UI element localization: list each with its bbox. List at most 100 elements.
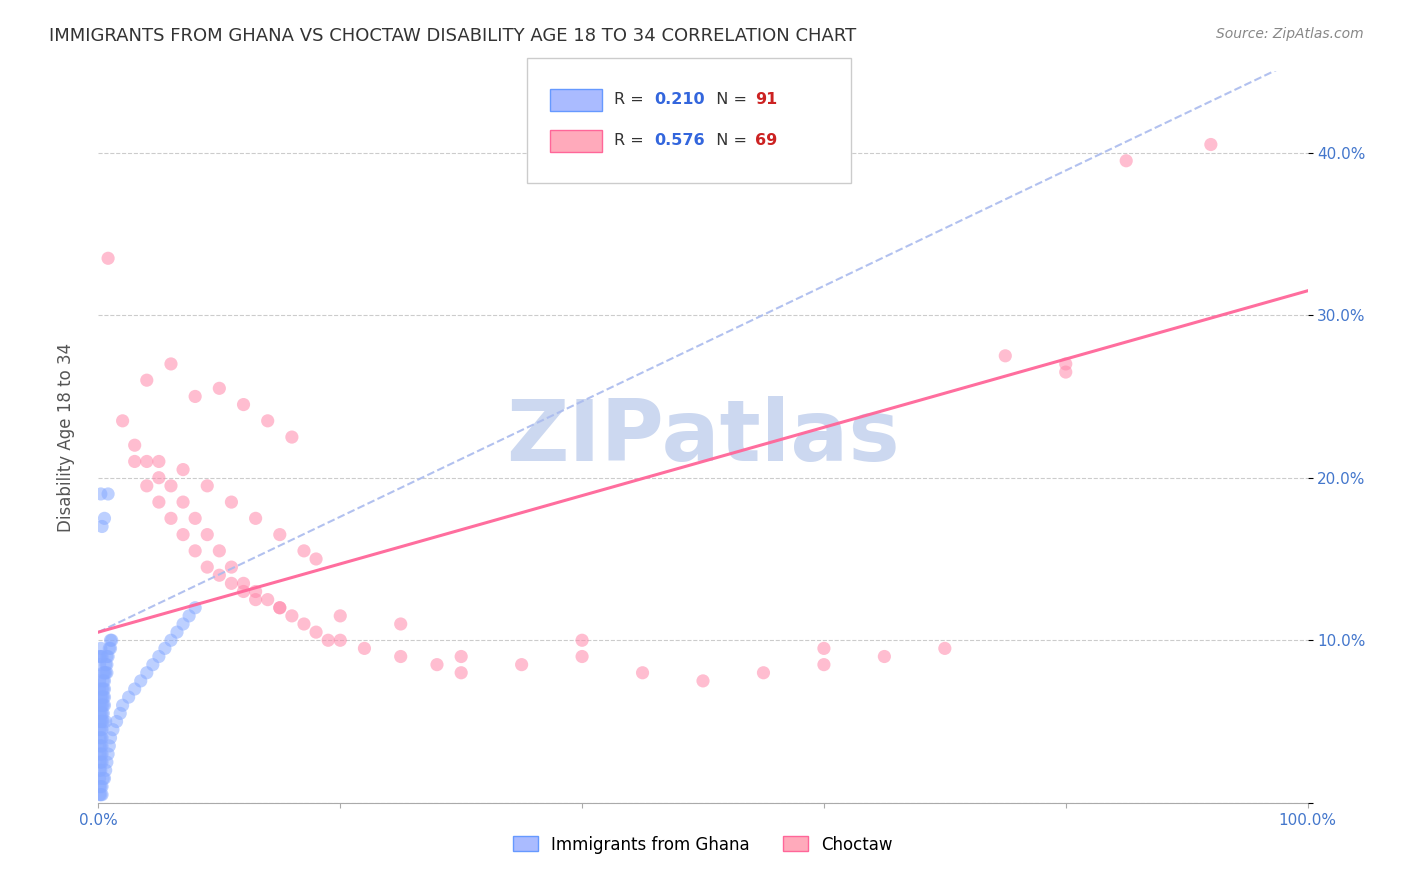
Point: [292, 544, 315, 558]
Point: [160, 479, 183, 493]
Point: [135, 479, 157, 493]
Point: [89, 657, 111, 672]
Point: [89, 723, 111, 737]
Point: [305, 625, 328, 640]
Point: [91, 714, 114, 729]
Point: [91, 731, 114, 745]
Point: [89, 681, 111, 696]
Point: [245, 584, 267, 599]
Point: [934, 641, 956, 656]
Point: [160, 511, 183, 525]
Text: IMMIGRANTS FROM GHANA VS CHOCTAW DISABILITY AGE 18 TO 34 CORRELATION CHART: IMMIGRANTS FROM GHANA VS CHOCTAW DISABIL…: [49, 27, 856, 45]
Point: [91, 747, 114, 761]
Point: [89, 747, 111, 761]
Point: [148, 495, 170, 509]
Point: [195, 479, 218, 493]
Point: [813, 641, 835, 656]
Point: [89, 772, 111, 786]
Point: [172, 462, 194, 476]
Point: [124, 438, 146, 452]
Point: [90, 698, 112, 713]
Point: [135, 454, 157, 468]
Point: [179, 608, 201, 623]
Point: [96, 665, 118, 680]
Point: [571, 633, 593, 648]
Point: [89, 764, 111, 778]
Point: [96, 755, 118, 769]
Point: [195, 527, 218, 541]
Text: 0.576: 0.576: [654, 134, 704, 148]
Point: [108, 706, 131, 721]
Point: [124, 681, 146, 696]
Point: [269, 600, 291, 615]
Point: [129, 673, 152, 688]
Point: [426, 657, 449, 672]
Point: [571, 649, 593, 664]
Point: [96, 657, 118, 672]
Point: [96, 649, 118, 664]
Point: [97, 747, 120, 761]
Point: [90, 649, 112, 664]
Point: [90, 788, 112, 802]
Point: [148, 649, 170, 664]
Point: [97, 649, 120, 664]
Point: [221, 560, 243, 574]
Point: [89, 731, 111, 745]
Text: ZIPatlas: ZIPatlas: [506, 395, 900, 479]
Point: [91, 690, 114, 705]
Text: R =: R =: [614, 134, 650, 148]
Point: [281, 608, 304, 623]
Point: [90, 739, 112, 753]
Point: [91, 772, 114, 786]
Point: [91, 690, 114, 705]
Point: [91, 673, 114, 688]
Point: [305, 552, 328, 566]
Point: [221, 576, 243, 591]
Point: [153, 641, 176, 656]
Point: [93, 673, 115, 688]
Text: R =: R =: [614, 93, 650, 107]
Point: [256, 414, 278, 428]
Point: [90, 764, 112, 778]
Point: [105, 714, 128, 729]
Point: [245, 511, 267, 525]
Point: [93, 698, 115, 713]
Point: [389, 649, 412, 664]
Point: [91, 698, 114, 713]
Point: [148, 454, 170, 468]
Point: [89, 714, 111, 729]
Point: [94, 657, 117, 672]
Point: [184, 544, 207, 558]
Point: [172, 617, 194, 632]
Point: [91, 723, 114, 737]
Point: [100, 633, 122, 648]
Point: [1054, 365, 1077, 379]
Point: [89, 755, 111, 769]
Point: [91, 780, 114, 794]
Point: [389, 617, 412, 632]
Point: [93, 665, 115, 680]
Point: [256, 592, 278, 607]
Text: 0.210: 0.210: [654, 93, 704, 107]
Point: [91, 755, 114, 769]
Point: [281, 430, 304, 444]
Point: [245, 592, 267, 607]
Point: [91, 681, 114, 696]
Point: [97, 252, 120, 266]
Point: [184, 511, 207, 525]
Point: [450, 665, 472, 680]
Point: [269, 527, 291, 541]
Point: [232, 576, 254, 591]
Point: [91, 665, 114, 680]
Point: [329, 633, 352, 648]
Point: [90, 714, 112, 729]
Text: 91: 91: [755, 93, 778, 107]
Point: [752, 665, 775, 680]
Point: [221, 495, 243, 509]
Point: [631, 665, 654, 680]
Point: [172, 495, 194, 509]
Point: [89, 706, 111, 721]
Point: [90, 706, 112, 721]
Point: [195, 560, 218, 574]
Point: [91, 739, 114, 753]
